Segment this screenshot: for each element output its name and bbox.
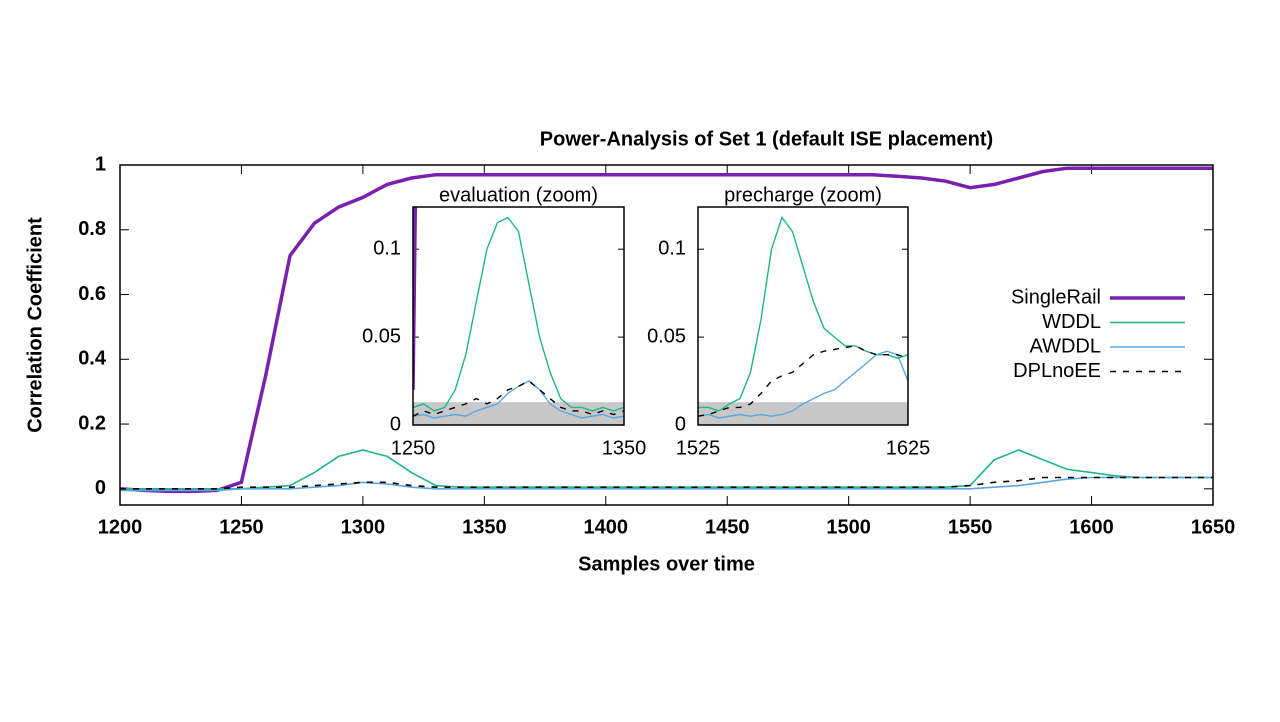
- x-tick-label: 1650: [1191, 516, 1236, 538]
- y-tick-label: 0.1: [658, 237, 686, 259]
- plot-frame: [412, 206, 625, 426]
- y-tick-label: 0: [675, 413, 686, 435]
- main-plot: 0 0.2 0.4 0.6 0.8 1 1200 1250 1300 1350 1400 1450 15…: [24, 128, 1235, 575]
- series-line: [413, 380, 624, 419]
- y-tick-label: 0: [390, 413, 401, 435]
- chart-title: Power-Analysis of Set 1 (default ISE pla…: [540, 128, 993, 150]
- plot-frame: [119, 164, 1214, 506]
- legend-label: SingleRail: [1011, 286, 1101, 308]
- legend-label: DPLnoEE: [1013, 360, 1101, 382]
- x-tick-label: 1400: [584, 516, 629, 538]
- x-tick-label: 1625: [886, 437, 931, 459]
- x-tick-label: 1200: [98, 516, 143, 538]
- x-tick-label: 1450: [705, 516, 750, 538]
- series-line: [413, 207, 418, 390]
- noise-band: [698, 402, 908, 425]
- series-group: [120, 166, 1213, 494]
- y-tick-label: 0.05: [647, 325, 686, 347]
- series-line: [698, 345, 908, 417]
- series-line: [698, 350, 908, 419]
- y-tick-label: 0.1: [373, 237, 401, 259]
- x-tick-label: 1500: [826, 516, 871, 538]
- legend-label: AWDDL: [1030, 335, 1101, 357]
- x-axis-label: Samples over time: [578, 553, 755, 575]
- x-tick-label: 1300: [341, 516, 386, 538]
- y-tick-label: 0.4: [78, 348, 107, 370]
- x-tick-label: 1550: [948, 516, 993, 538]
- y-axis-label: Correlation Coefficient: [24, 217, 46, 433]
- x-tick-label: 1525: [676, 437, 721, 459]
- x-tick-label: 1250: [219, 516, 264, 538]
- plot-background: [698, 207, 908, 425]
- y-tick-label: 0.2: [78, 412, 106, 434]
- y-tick-label: 0.8: [78, 218, 106, 240]
- inset-plot: 0 0.05 0.1 1250 1350 evaluation (zoom): [362, 184, 647, 459]
- x-tick-label: 1250: [391, 437, 436, 459]
- x-tick-label: 1350: [602, 437, 647, 459]
- inset-title: evaluation (zoom): [439, 184, 598, 206]
- plot-background: [120, 165, 1213, 505]
- y-tick-label: 0.6: [78, 283, 106, 305]
- inset-title: precharge (zoom): [724, 184, 882, 206]
- y-tick-label: 0: [95, 477, 106, 499]
- series-line: [413, 380, 624, 417]
- series-group: [698, 216, 908, 419]
- y-tick-label: 1: [95, 153, 106, 175]
- series-line: [413, 216, 624, 412]
- x-tick-label: 1600: [1069, 516, 1114, 538]
- x-tick-label: 1350: [462, 516, 507, 538]
- plot-frame: [697, 206, 909, 426]
- y-tick-label: 0.05: [362, 325, 401, 347]
- noise-band: [413, 402, 624, 425]
- series-line: [120, 166, 1213, 494]
- series-group: [413, 207, 624, 419]
- series-line: [120, 476, 1213, 492]
- legend-label: WDDL: [1042, 311, 1101, 333]
- plot-background: [413, 207, 624, 425]
- series-line: [120, 476, 1213, 490]
- inset-plot: 0 0.05 0.1 1525 1625 precharge (zoom): [647, 184, 930, 459]
